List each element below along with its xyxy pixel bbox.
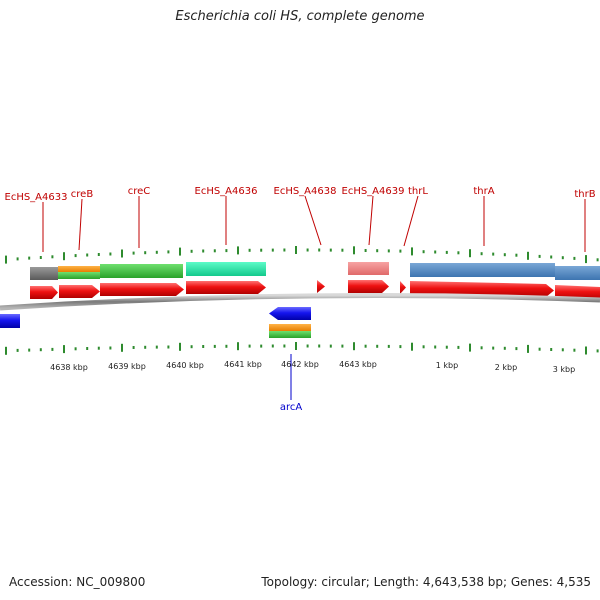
cds-arrow	[30, 286, 58, 299]
scale-labels: 4638 kbp 4639 kbp 4640 kbp 4641 kbp 4642…	[50, 360, 575, 374]
gene-label: EcHS_A4633	[5, 192, 68, 203]
feature-bar-steel	[555, 266, 600, 280]
cds-arrow	[186, 281, 266, 294]
accession-text: Accession: NC_009800	[9, 575, 146, 589]
forward-gene-labels: EcHS_A4633 creB creC EcHS_A4636 EcHS_A46…	[5, 186, 596, 252]
feature-bar-gray	[30, 267, 58, 280]
scale-label: 4643 kbp	[339, 360, 377, 369]
forward-cds-track	[30, 280, 600, 300]
cds-arrow	[317, 280, 325, 293]
reverse-feature-track	[0, 307, 311, 338]
inner-tick-marks	[5, 342, 599, 355]
cds-arrow	[100, 283, 184, 296]
gene-label: thrB	[574, 189, 595, 200]
feature-bar-green	[58, 272, 100, 279]
gene-label: thrA	[473, 186, 494, 197]
feature-bar-pink	[348, 262, 389, 275]
gene-label: creB	[71, 189, 94, 200]
cds-arrow	[410, 281, 554, 297]
gene-arrow-reverse	[269, 307, 311, 320]
cds-arrow	[400, 281, 406, 294]
genome-backbone	[0, 293, 600, 311]
feature-bar-steel	[410, 263, 555, 277]
gene-label: arcA	[280, 402, 303, 413]
feature-bar-teal	[186, 262, 266, 276]
reverse-gene-labels: arcA	[280, 354, 303, 413]
gene-label: EcHS_A4639	[342, 186, 405, 197]
scale-label: 4639 kbp	[108, 362, 146, 371]
gene-arrow-reverse	[0, 314, 20, 328]
gene-label: thrL	[408, 186, 428, 197]
feature-bar-orange	[58, 266, 100, 272]
forward-feature-track	[30, 262, 600, 280]
scale-label: 4641 kbp	[224, 360, 262, 369]
cds-arrow	[59, 285, 100, 298]
gene-label: EcHS_A4636	[195, 186, 258, 197]
feature-bar-green	[100, 264, 183, 278]
scale-label: 4640 kbp	[166, 361, 204, 370]
feature-bar-orange	[269, 324, 311, 331]
genome-title: Escherichia coli HS, complete genome	[175, 9, 425, 24]
topology-text: Topology: circular; Length: 4,643,538 bp…	[261, 575, 591, 589]
scale-label: 2 kbp	[495, 363, 517, 372]
scale-label: 1 kbp	[436, 361, 458, 370]
cds-arrow	[348, 280, 389, 293]
scale-label: 4642 kbp	[281, 360, 319, 369]
gene-label: EcHS_A4638	[274, 186, 337, 197]
gene-label: creC	[128, 186, 151, 197]
feature-bar-green	[269, 331, 311, 338]
scale-label: 4638 kbp	[50, 363, 88, 372]
scale-label: 3 kbp	[553, 365, 575, 374]
outer-tick-marks	[5, 246, 599, 264]
